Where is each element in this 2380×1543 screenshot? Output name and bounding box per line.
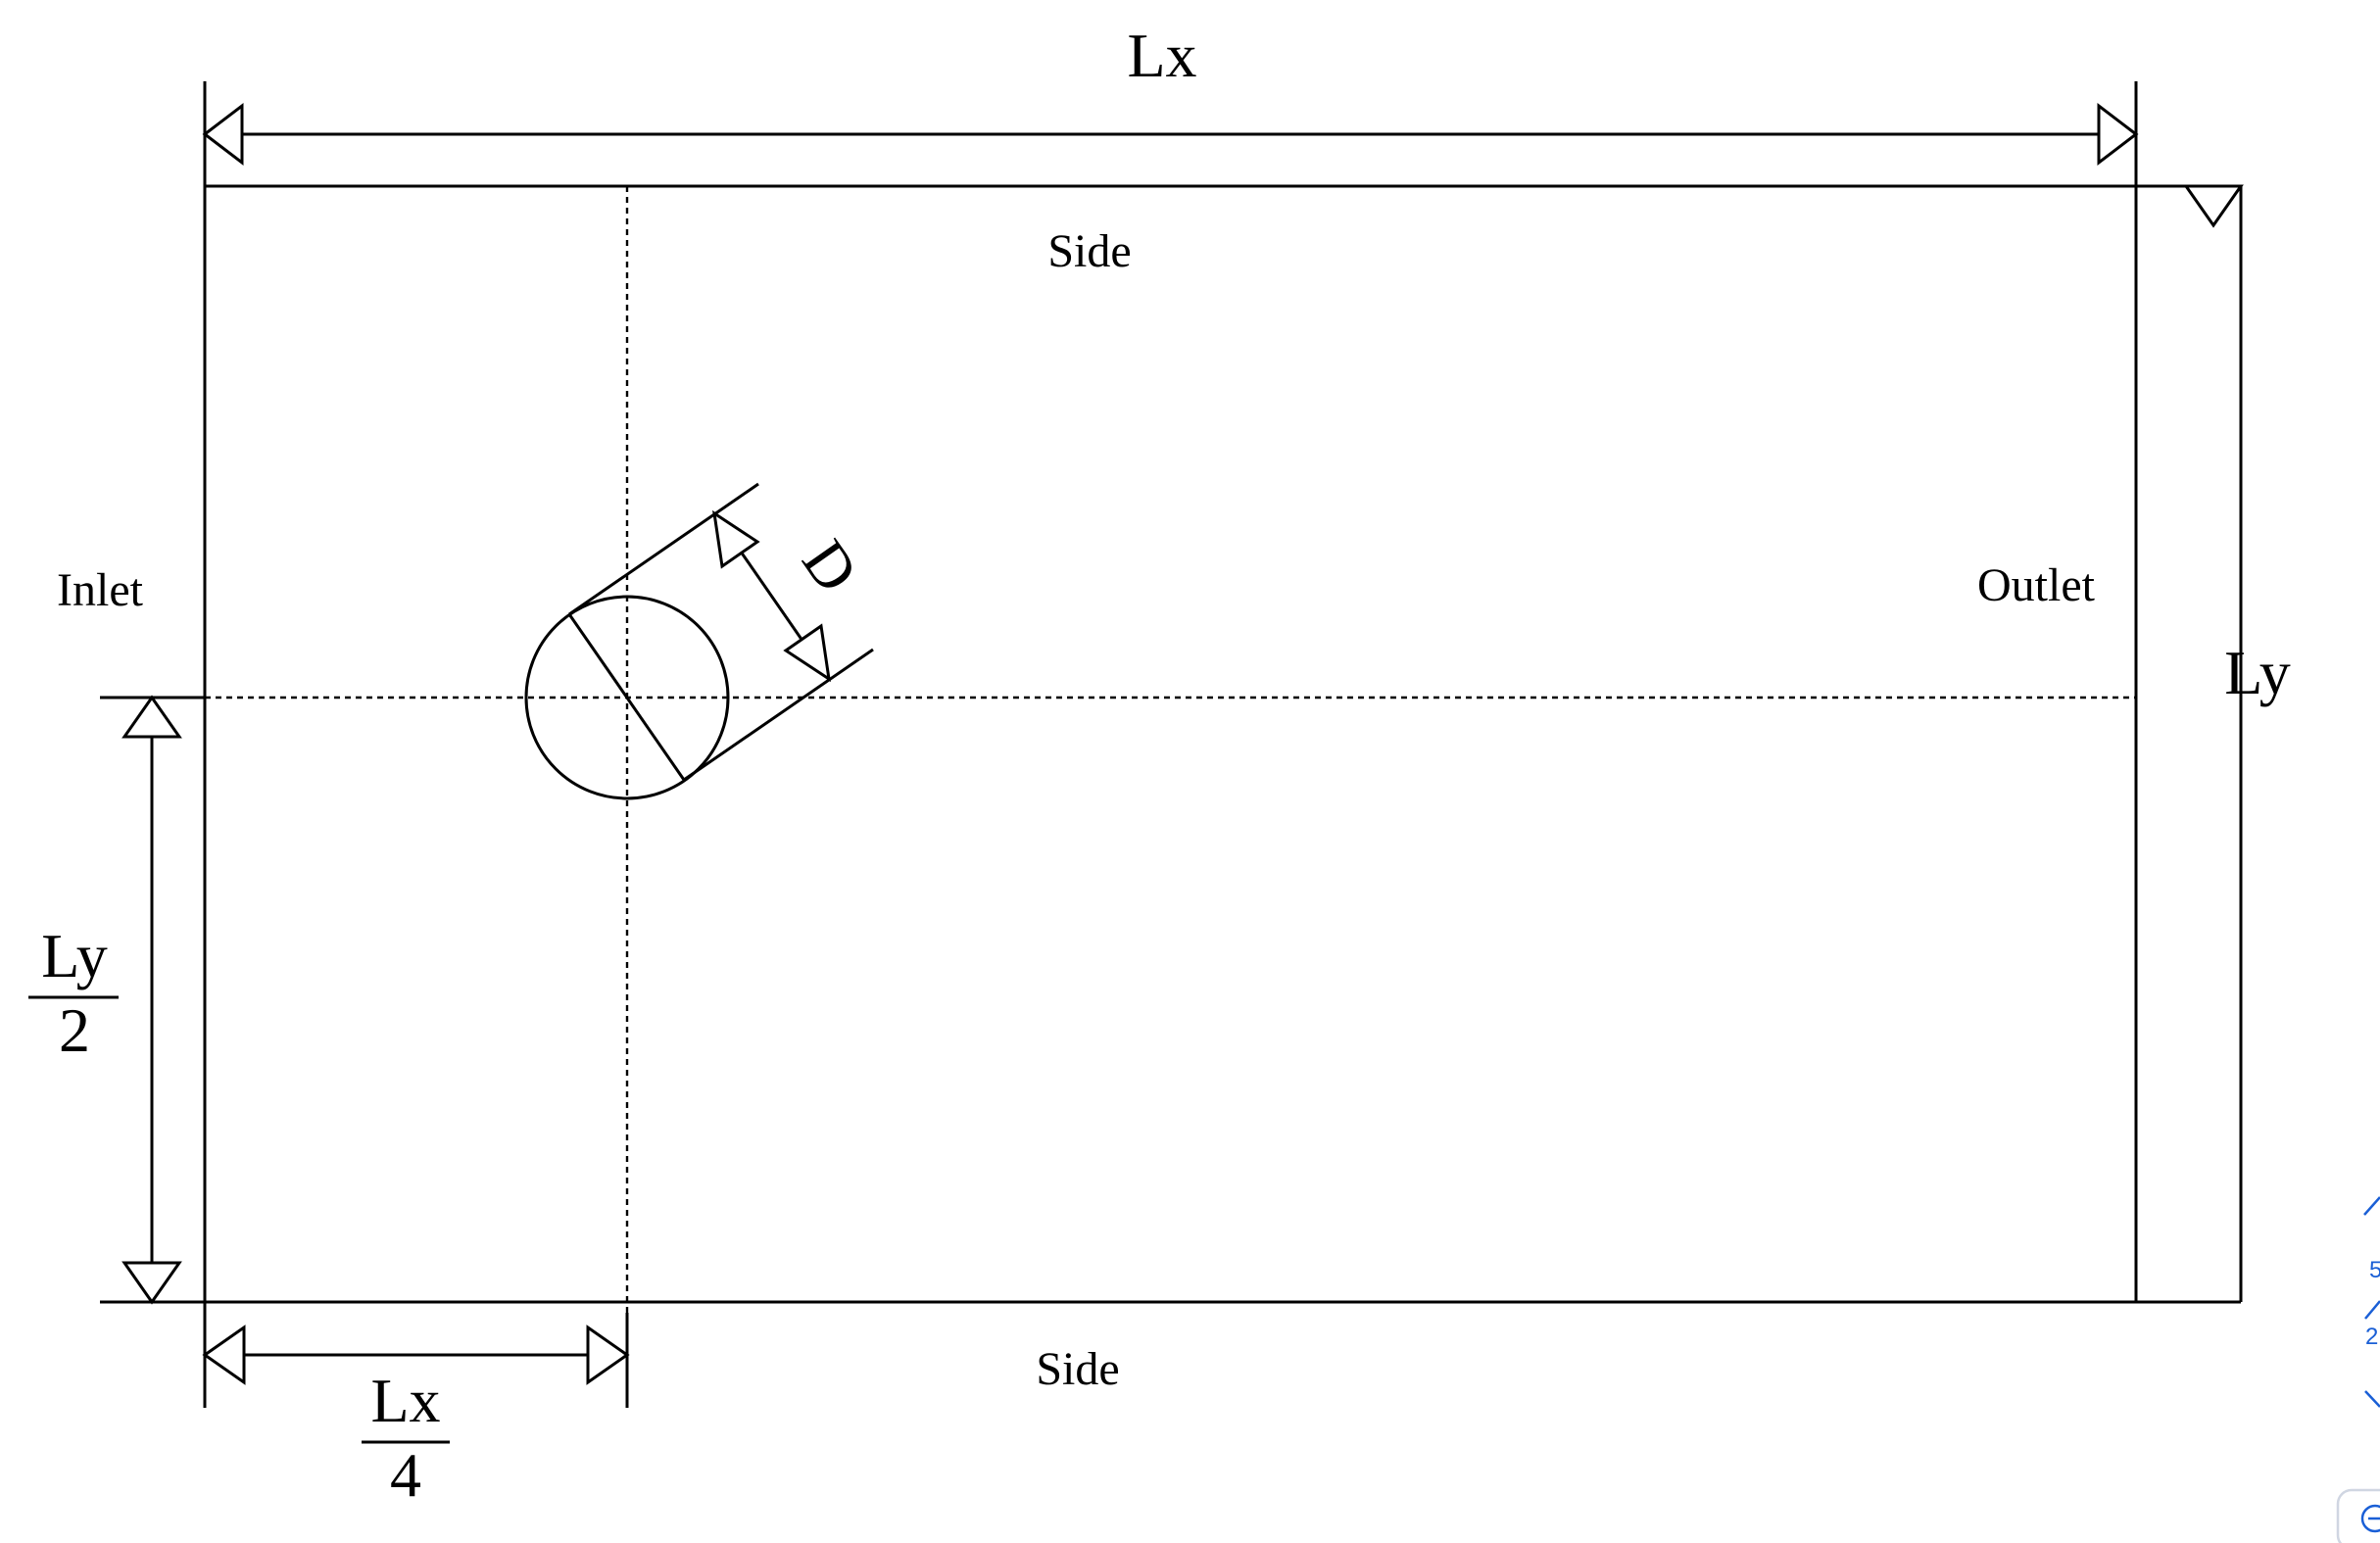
domain-outline — [100, 81, 2241, 1408]
ly-half-dimension — [121, 695, 182, 1305]
diameter-extension-upper — [568, 482, 759, 616]
diameter-arrow-upper — [712, 509, 760, 569]
cylinder — [524, 482, 874, 800]
lx-quarter-dimension — [202, 1325, 630, 1385]
ly-arrow-top-base — [2183, 184, 2244, 228]
zoom-button[interactable] — [2336, 1488, 2380, 1543]
ly-half-arrow-bottom — [121, 1261, 182, 1305]
chevron-up-icon[interactable] — [2363, 1196, 2380, 1216]
edge-digit-top: 5 — [2369, 1257, 2380, 1283]
center-lines — [205, 186, 2136, 1313]
lx-arrow-right — [2097, 102, 2139, 167]
divider-slash-icon — [2364, 1300, 2380, 1320]
ly-half-fraction: Ly 2 — [28, 921, 119, 1065]
lx-quarter-numerator: Lx — [370, 1366, 440, 1435]
outlet-label: Outlet — [1977, 559, 2096, 611]
ly-dimension — [2136, 184, 2244, 1304]
chevron-down-icon[interactable] — [2364, 1390, 2380, 1408]
diameter-label: D — [789, 527, 872, 604]
lx-arrow-left — [202, 102, 244, 167]
inlet-label: Inlet — [57, 564, 144, 616]
lx-quarter-fraction: Lx 4 — [362, 1366, 450, 1510]
diameter-arrow-lower — [783, 623, 831, 683]
lx-quarter-arrow-left — [202, 1325, 246, 1385]
edge-widget[interactable]: 5 2 — [2336, 1196, 2380, 1543]
lx-dimension — [202, 102, 2139, 167]
side-bottom-label: Side — [1036, 1343, 1119, 1395]
edge-digit-bottom: 2 — [2365, 1324, 2378, 1350]
lx-quarter-arrow-right — [586, 1325, 630, 1385]
lx-quarter-denominator: 4 — [390, 1440, 421, 1510]
diameter-extension-lower — [683, 648, 874, 782]
ly-half-arrow-top — [121, 695, 182, 739]
ly-half-numerator: Ly — [41, 921, 108, 990]
labels: Lx Side Side Inlet Outlet Ly Ly 2 Lx 4 D — [28, 21, 2291, 1510]
side-top-label: Side — [1047, 225, 1131, 277]
ly-half-denominator: 2 — [59, 995, 90, 1065]
cylinder-diameter-line — [567, 613, 686, 781]
zoom-in-icon[interactable] — [2360, 1504, 2380, 1533]
lx-label: Lx — [1127, 21, 1196, 90]
cylinder-circle — [524, 595, 730, 800]
ly-label: Ly — [2224, 638, 2291, 707]
